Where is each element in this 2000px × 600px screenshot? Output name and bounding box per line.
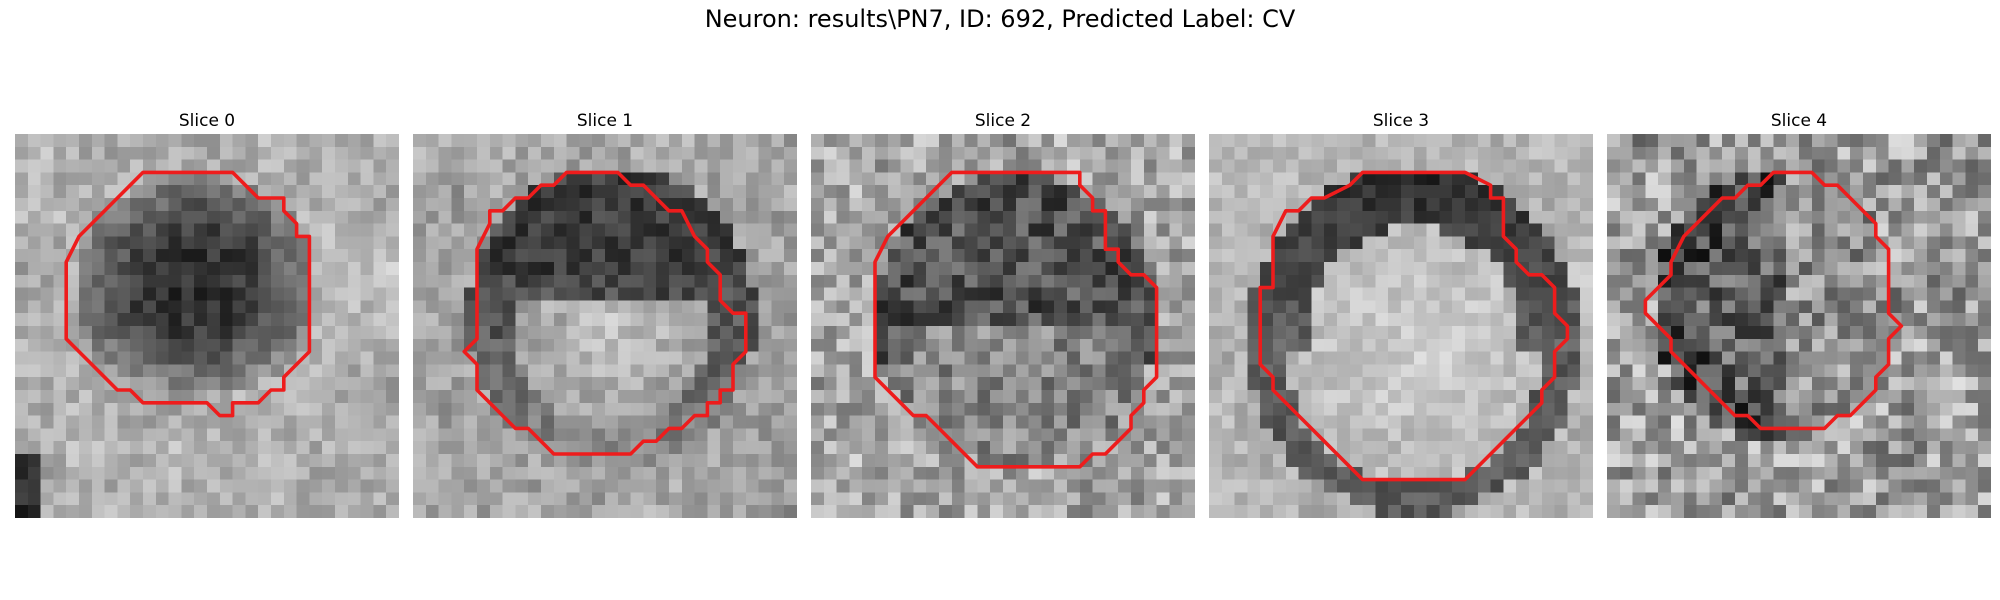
slice-image: [1607, 134, 1991, 518]
neuron-contour: [462, 170, 748, 456]
slice-image: [1209, 134, 1593, 518]
slice-title: Slice 1: [576, 111, 634, 131]
neuron-contour: [1643, 170, 1904, 431]
figure-title: Neuron: results\PN7, ID: 692, Predicted …: [704, 5, 1296, 33]
slice-panel-0: Slice 0: [15, 110, 399, 518]
slice-title: Slice 2: [974, 111, 1032, 131]
slice-contour-overlay: [1258, 170, 1570, 482]
slice-panel-1: Slice 1: [413, 110, 797, 518]
neuron-contour: [1258, 170, 1570, 482]
slice-panel-2: Slice 2: [811, 110, 1195, 518]
slice-contour-overlay: [873, 170, 1159, 469]
slice-panel-4: Slice 4: [1607, 110, 1991, 518]
slice-title: Slice 4: [1770, 111, 1828, 131]
slice-title: Slice 3: [1372, 111, 1430, 131]
slice-panel-3: Slice 3: [1209, 110, 1593, 518]
neuron-contour: [873, 170, 1159, 469]
neuron-contour: [64, 170, 312, 418]
slice-contour-overlay: [64, 170, 312, 418]
slice-image: [15, 134, 399, 518]
slice-contour-overlay: [1643, 170, 1904, 431]
slice-contour-overlay: [462, 170, 748, 456]
slice-title: Slice 0: [178, 111, 236, 131]
